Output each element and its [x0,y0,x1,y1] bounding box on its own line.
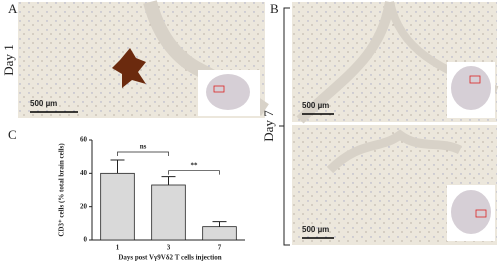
micrograph-a [18,0,269,118]
significance-label: ns [140,143,147,151]
panel-label: B [270,1,279,16]
scale-bar-label: 500 µm [302,101,329,110]
micrograph-b1 [292,1,499,124]
bar [151,184,186,241]
x-tick-label: 7 [218,244,222,252]
panel-label: A [8,1,18,16]
error-bar [161,176,176,185]
scale-bar-label: 500 µm [30,99,57,108]
x-axis-label: Days post Vγ9Vδ2 T cells injection [118,254,221,262]
x-tick-label: 3 [167,244,171,252]
scale-bar-label: 500 µm [302,225,329,234]
bar-chart: 0 20 40 60 1 3 7 ns ** [80,136,245,252]
bar [202,226,237,241]
y-axis-label: CD3⁺ cells (% total brain cells) [58,143,66,237]
bracket [279,7,290,246]
day-label: Day 7 [261,110,276,142]
significance-bracket [168,170,220,175]
significance-label: ** [191,161,199,169]
significance-bracket [117,151,169,156]
error-bar [110,159,125,174]
micrograph-b2 [292,125,497,245]
y-tick-label: 0 [84,236,88,244]
x-tick-label: 1 [116,244,120,252]
error-bar [212,221,227,227]
y-tick-label: 60 [80,136,88,144]
y-tick-label: 40 [80,169,88,177]
bar [100,172,135,241]
y-tick-label: 20 [80,202,88,210]
panel-label: C [8,127,17,142]
day-label: Day 1 [1,44,16,75]
